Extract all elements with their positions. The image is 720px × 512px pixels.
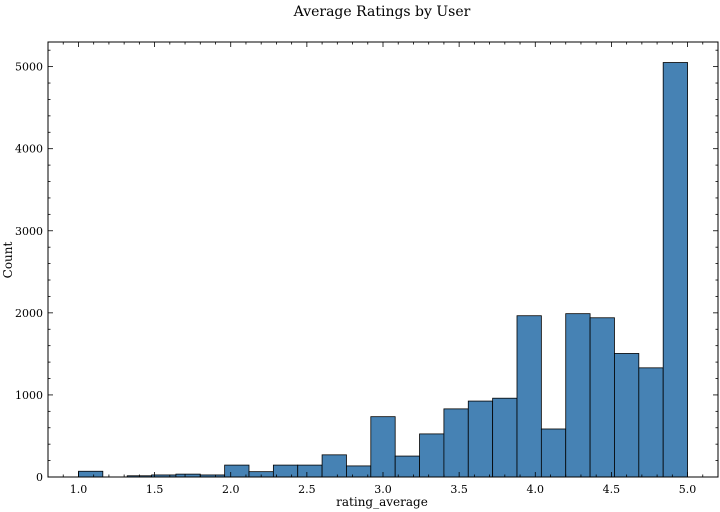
x-axis-label: rating_average — [336, 495, 428, 509]
x-tick-label: 3.5 — [450, 483, 468, 496]
histogram-bar-21 — [589, 317, 615, 478]
x-tick-label: 4.0 — [527, 483, 545, 496]
plot-frame — [47, 41, 719, 478]
x-tick-label: 4.5 — [603, 483, 621, 496]
histogram-bar-11 — [346, 465, 372, 478]
histogram-bar-19 — [540, 428, 567, 478]
histogram-bar-15 — [443, 408, 469, 478]
histogram-bar-20 — [565, 313, 591, 478]
y-tick-label: 2000 — [15, 307, 43, 320]
histogram-bar-18 — [516, 315, 542, 478]
y-tick-label: 4000 — [15, 143, 43, 156]
histogram-bar-9 — [297, 464, 323, 478]
y-tick-label: 3000 — [15, 225, 43, 238]
histogram-bar-23 — [638, 367, 664, 478]
ticks-group: 1.0 1.5 2.0 2.5 3.0 3.5 4.0 4.5 5.0 0 1000 2000 3000… — [15, 42, 718, 496]
histogram-bar-24 — [662, 62, 688, 478]
y-tick-label: 0 — [36, 471, 43, 484]
x-tick-label: 1.0 — [70, 483, 88, 496]
y-axis-label: Count — [1, 241, 15, 278]
histogram-bar-16 — [467, 400, 494, 478]
x-tick-label: 1.5 — [146, 483, 164, 496]
histogram-bar-0 — [78, 470, 104, 478]
x-tick-label: 3.0 — [374, 483, 392, 496]
histogram-bar-13 — [394, 455, 420, 478]
histogram-bar-8 — [272, 464, 299, 478]
x-tick-label: 2.5 — [298, 483, 316, 496]
histogram-bar-10 — [321, 454, 347, 478]
y-tick-label: 5000 — [15, 61, 43, 74]
x-tick-label: 2.0 — [222, 483, 240, 496]
histogram-bar-12 — [370, 416, 396, 478]
chart-title: Average Ratings by User — [293, 4, 471, 20]
histogram-bar-17 — [492, 397, 518, 478]
histogram-bar-22 — [614, 353, 640, 478]
x-tick-label: 5.0 — [679, 483, 697, 496]
histogram-bar-14 — [419, 433, 445, 478]
bars-group — [78, 62, 688, 478]
y-tick-label: 1000 — [15, 389, 43, 402]
histogram-bar-6 — [224, 464, 250, 478]
